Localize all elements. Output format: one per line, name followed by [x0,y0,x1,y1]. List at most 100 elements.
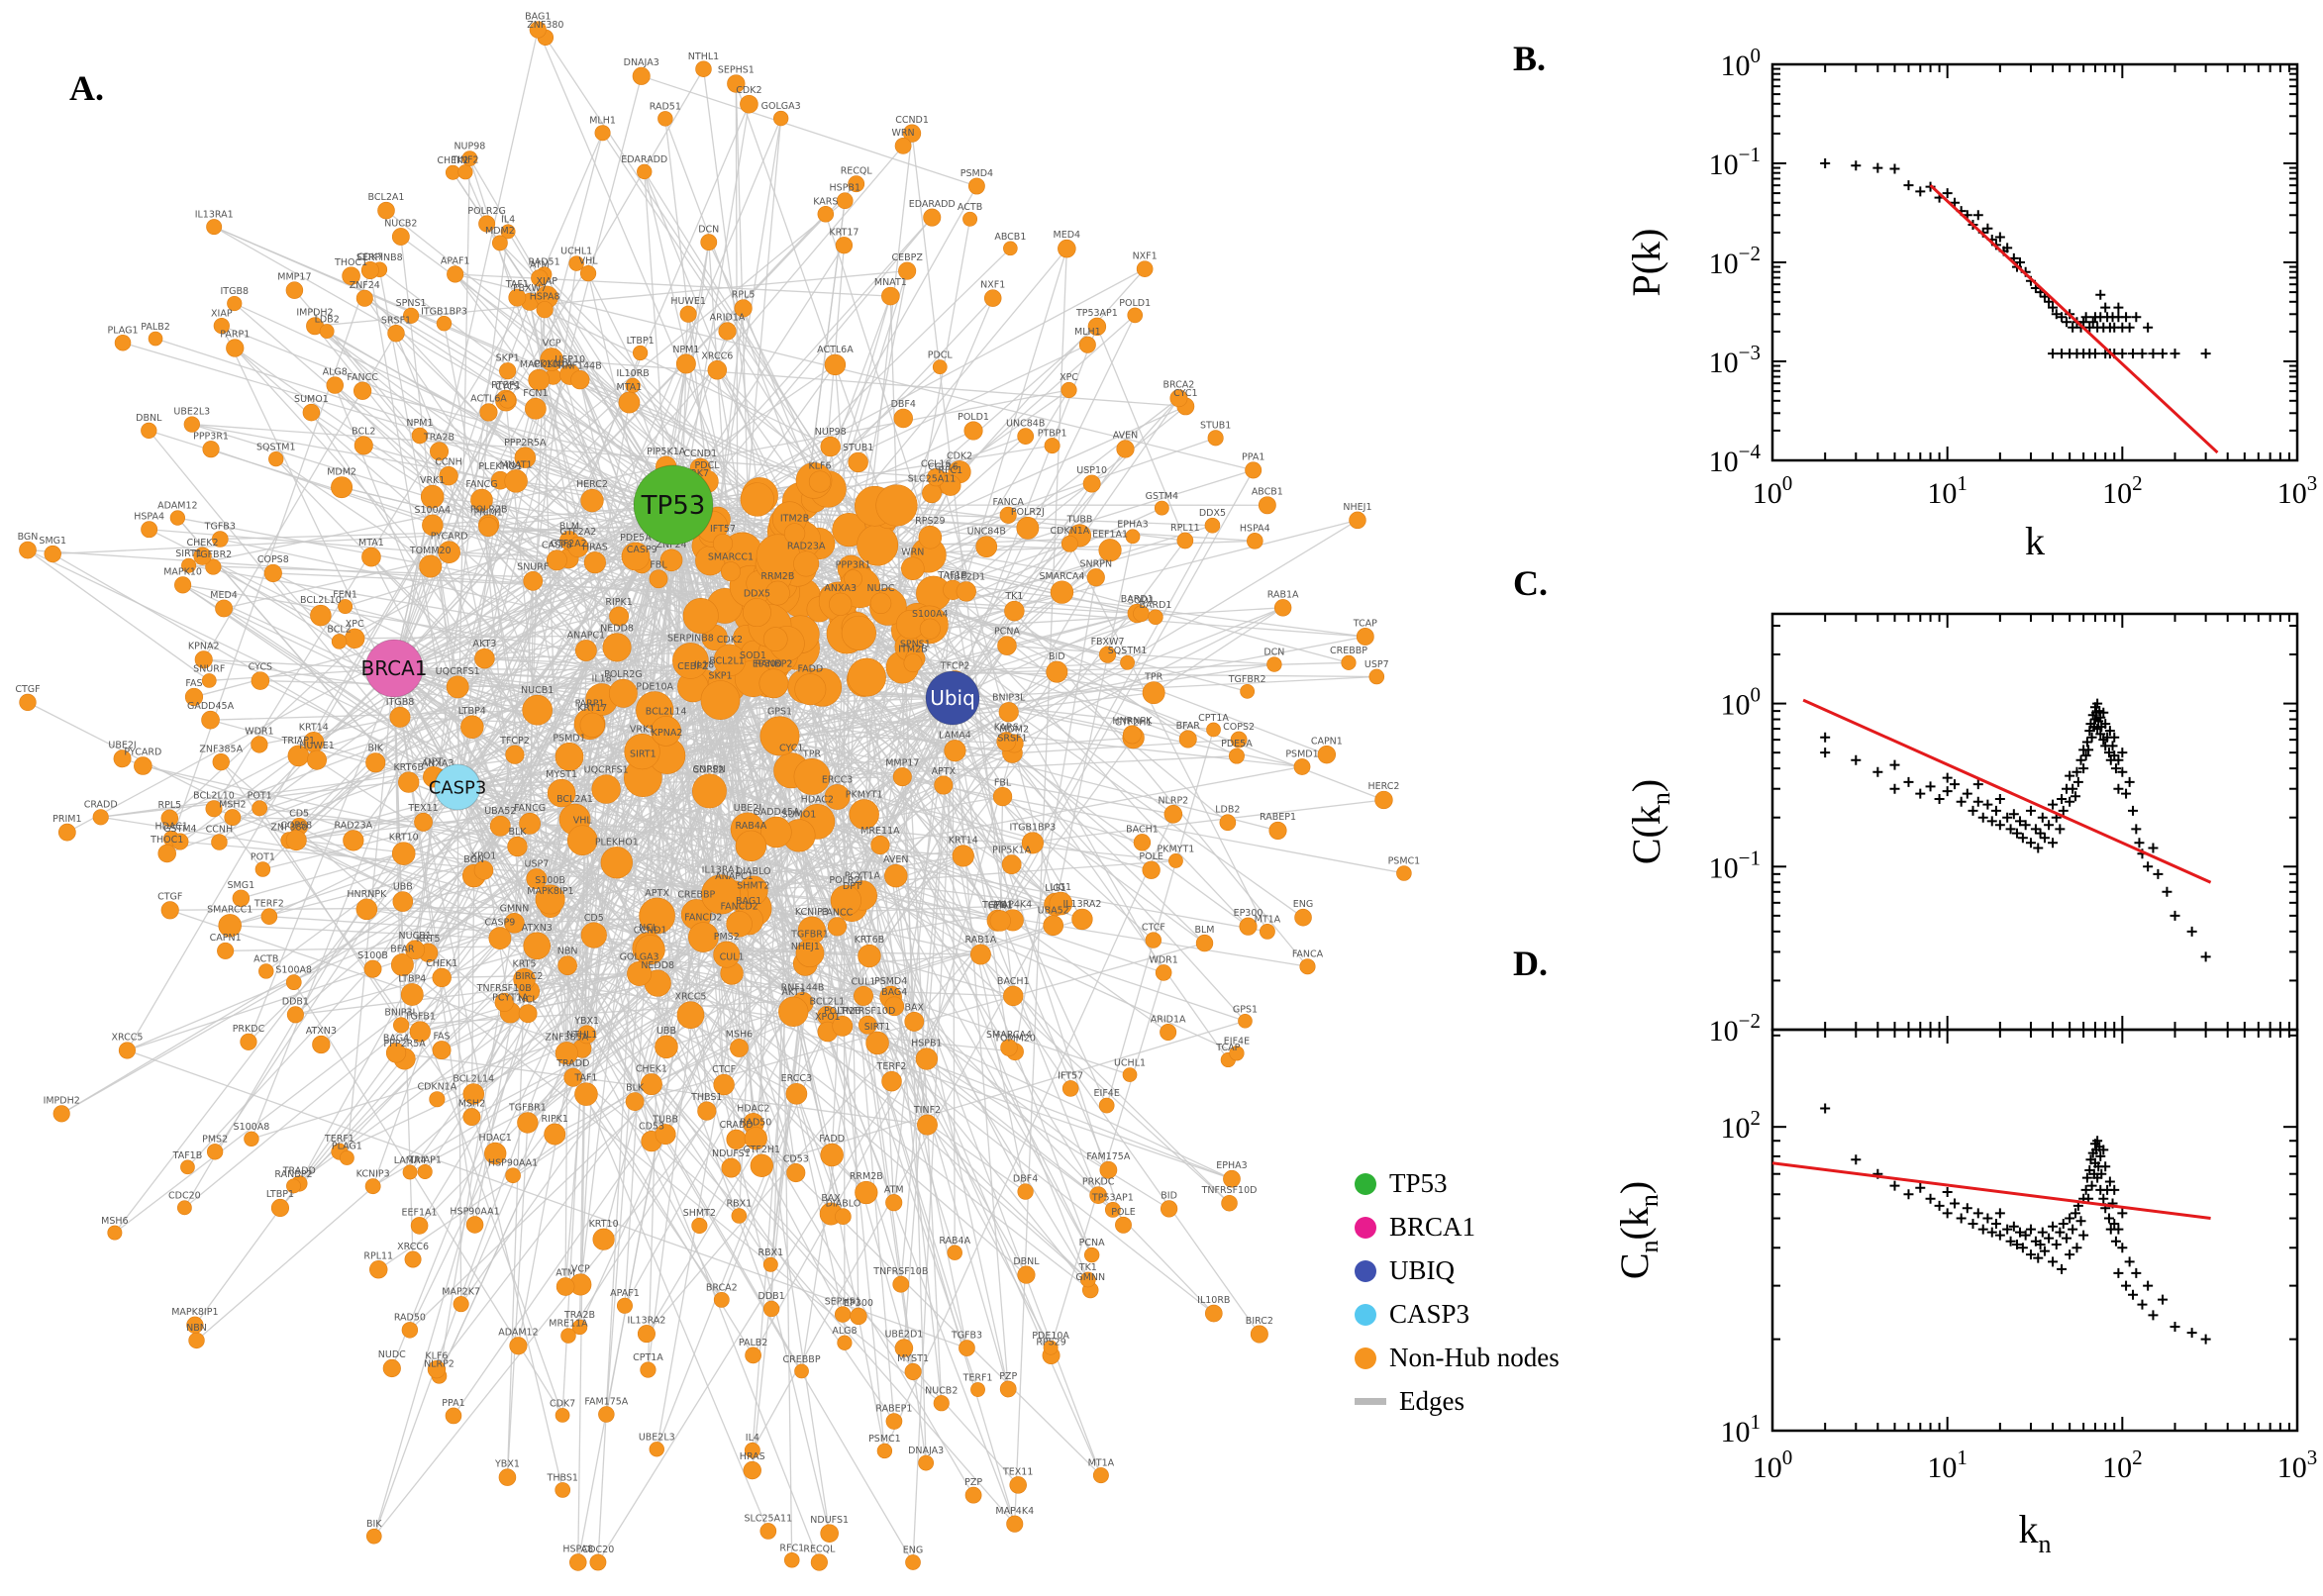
svg-text:HSPB1: HSPB1 [911,1039,942,1049]
svg-text:PPP2R5A: PPP2R5A [383,1039,426,1049]
svg-text:RPL5: RPL5 [732,290,756,301]
svg-text:IFT57: IFT57 [1058,1070,1083,1081]
svg-text:GOLGA3: GOLGA3 [761,101,801,112]
svg-text:MED4: MED4 [210,590,238,601]
svg-text:BRCA2: BRCA2 [706,1282,738,1293]
svg-text:DBF4: DBF4 [891,399,916,410]
svg-text:FEN1: FEN1 [988,901,1013,912]
svg-text:DIABLO: DIABLO [736,866,771,877]
svg-text:ATM: ATM [556,1268,575,1279]
svg-text:PALB2: PALB2 [141,322,169,333]
svg-text:GMNN: GMNN [1075,1272,1105,1283]
svg-text:S100A4: S100A4 [912,609,949,620]
svg-text:EP300: EP300 [1234,908,1263,919]
svg-text:Cn(kn): Cn(kn) [1612,1181,1664,1279]
svg-text:BRCA2: BRCA2 [1163,380,1195,391]
svg-text:SPNS1: SPNS1 [900,639,931,649]
svg-text:10−4: 10−4 [1709,440,1762,478]
svg-text:MAP2K7: MAP2K7 [442,1286,480,1297]
svg-text:POLR2J: POLR2J [1011,507,1045,518]
svg-text:BARD1: BARD1 [1139,600,1171,611]
svg-text:MRE11A: MRE11A [549,1319,588,1330]
svg-text:TRIAP1: TRIAP1 [281,736,315,747]
svg-text:UCHL1: UCHL1 [560,247,592,257]
svg-text:TCAP: TCAP [1353,618,1377,629]
svg-text:SQSTM1: SQSTM1 [1108,646,1148,656]
svg-text:KRT5: KRT5 [513,958,537,969]
svg-text:LTBP1: LTBP1 [266,1189,294,1200]
svg-text:STUB1: STUB1 [1200,421,1231,432]
svg-text:THBS1: THBS1 [547,1472,578,1483]
svg-text:BCL2L10: BCL2L10 [300,595,342,606]
svg-text:DDX5: DDX5 [744,588,770,599]
svg-text:DDB1: DDB1 [282,997,309,1008]
svg-text:SERPINB8: SERPINB8 [667,633,714,644]
svg-text:ERCC3: ERCC3 [822,774,853,785]
svg-text:CYC1: CYC1 [779,744,803,754]
svg-text:PDE5A: PDE5A [620,533,652,544]
svg-text:CTCF: CTCF [712,1064,736,1075]
svg-text:MAPK10: MAPK10 [163,567,202,578]
svg-text:ANXA3: ANXA3 [422,758,454,769]
svg-text:VCP: VCP [543,339,561,349]
svg-text:BNIP3L: BNIP3L [384,1008,418,1019]
svg-text:103: 103 [2277,471,2318,510]
svg-text:IL18: IL18 [592,674,612,685]
svg-text:ANAPC1: ANAPC1 [567,630,606,641]
svg-text:BIRC2: BIRC2 [515,971,543,982]
svg-text:FAM175A: FAM175A [1086,1151,1130,1162]
svg-text:HERC2: HERC2 [1368,781,1400,792]
svg-text:CTCF: CTCF [1142,923,1165,934]
svg-text:PPP2R5A: PPP2R5A [504,438,547,449]
brca1-dot-icon [1355,1216,1376,1239]
svg-text:POLR2J: POLR2J [829,875,862,886]
svg-text:USP7: USP7 [1364,659,1389,670]
svg-text:DNAJA3: DNAJA3 [624,57,659,68]
svg-text:TCAP: TCAP [1215,1043,1240,1053]
legend-label: Non-Hub nodes [1389,1343,1560,1372]
svg-text:UBE2I: UBE2I [108,741,136,751]
svg-text:BCL2L10: BCL2L10 [193,791,235,802]
svg-text:KRT6B: KRT6B [855,935,885,946]
svg-text:POLR2B: POLR2B [824,1006,861,1017]
svg-text:IL13RA2: IL13RA2 [1062,899,1101,910]
svg-text:USP7: USP7 [525,858,550,869]
svg-text:MSH6: MSH6 [101,1216,128,1227]
svg-text:KPNA2: KPNA2 [652,728,683,739]
svg-text:PIP5K1A: PIP5K1A [992,846,1032,856]
svg-text:ZNF385A: ZNF385A [199,744,243,754]
svg-text:HSPA8: HSPA8 [530,291,560,302]
svg-text:ANXA3: ANXA3 [824,583,857,594]
svg-text:APTX: APTX [932,766,957,777]
svg-text:EPHA3: EPHA3 [1216,1160,1247,1171]
svg-text:S100B: S100B [357,950,388,961]
svg-text:WDR1: WDR1 [1149,954,1177,965]
svg-text:LAMA4: LAMA4 [394,1155,427,1166]
svg-text:COPS2: COPS2 [692,764,724,775]
svg-text:BCL2L14: BCL2L14 [453,1073,494,1084]
svg-text:MMP17: MMP17 [277,272,311,283]
svg-text:ITGB1BP3: ITGB1BP3 [421,306,467,317]
svg-text:SUMO1: SUMO1 [294,394,329,405]
legend-label: Edges [1399,1386,1464,1416]
svg-text:ZNF380: ZNF380 [270,823,307,834]
svg-text:UNC84B: UNC84B [1006,419,1045,430]
svg-text:ITM2B: ITM2B [898,645,927,655]
svg-text:FANCC: FANCC [822,908,854,919]
ubiq-dot-icon [1355,1259,1376,1282]
svg-text:MAP4K4: MAP4K4 [993,900,1032,911]
svg-text:MLH1: MLH1 [589,115,616,126]
svg-text:SIRT1: SIRT1 [864,1022,891,1033]
svg-text:KRT17: KRT17 [829,227,858,238]
svg-text:SNURF: SNURF [193,663,225,674]
svg-text:APTX: APTX [645,888,669,899]
svg-text:WDR1: WDR1 [245,727,273,738]
svg-text:SRSF1: SRSF1 [381,315,411,326]
clustering-coefficient-plot: 10−2 10−1 100 C(kn) [1624,612,2299,1047]
svg-text:NDUFS1: NDUFS1 [810,1515,849,1526]
svg-text:SMG1: SMG1 [39,536,66,547]
svg-text:BGN: BGN [18,532,39,543]
svg-text:CREBBP: CREBBP [677,889,715,900]
svg-text:UBB: UBB [656,1026,676,1037]
